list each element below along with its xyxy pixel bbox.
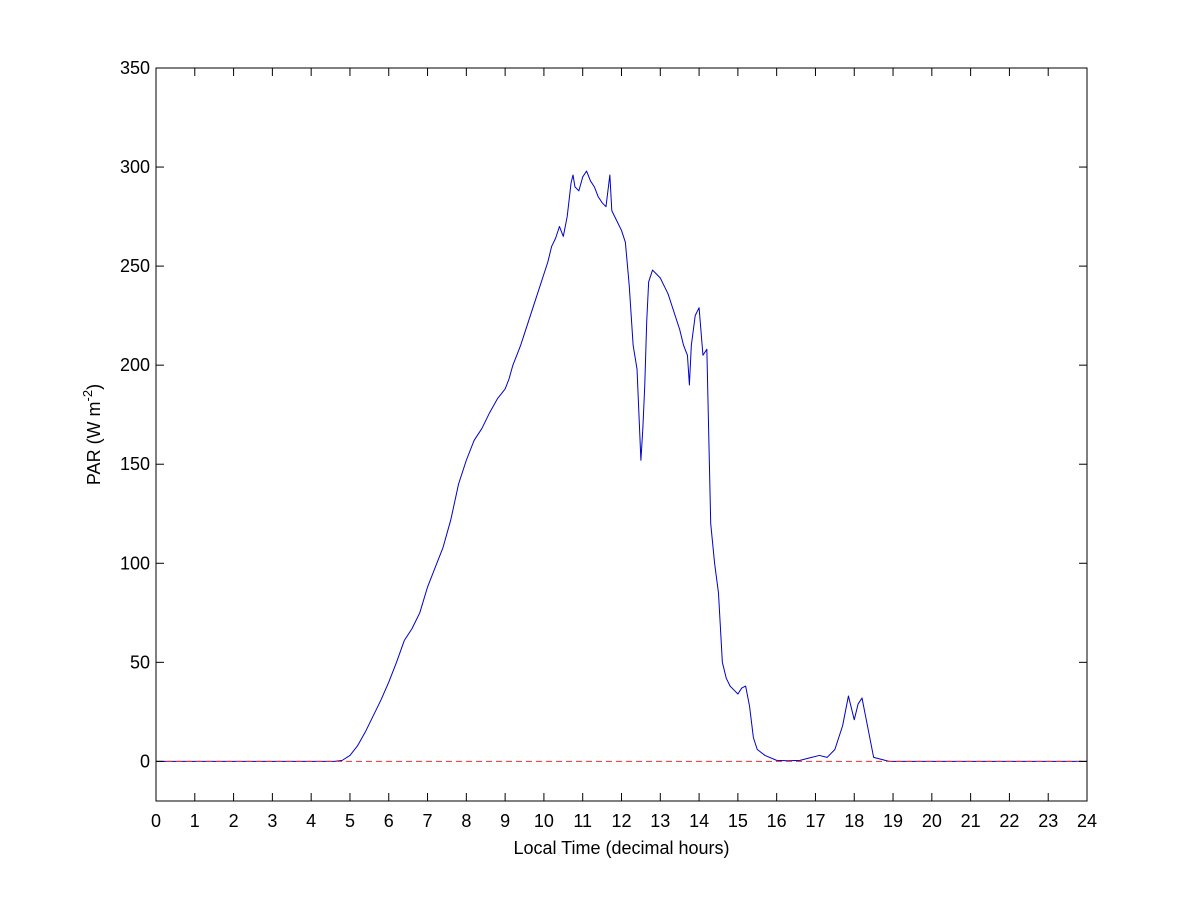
x-tick-label: 11 <box>573 811 592 831</box>
series-layer <box>156 170 1087 762</box>
x-tick-label: 10 <box>534 811 554 831</box>
x-tick-label: 2 <box>229 811 239 831</box>
y-tick-label: 300 <box>120 157 150 177</box>
y-axis-label: PAR (W m-2) <box>80 384 104 485</box>
x-tick-label: 16 <box>767 811 787 831</box>
y-axis-label-superscript: -2 <box>80 390 95 402</box>
x-tick-label: 3 <box>267 811 277 831</box>
x-tick-label: 14 <box>689 811 709 831</box>
x-tick-label: 7 <box>423 811 433 831</box>
x-tick-label: 22 <box>999 811 1019 831</box>
x-tick-label: 15 <box>728 811 748 831</box>
x-tick-label: 6 <box>384 811 394 831</box>
y-axis-label-close: ) <box>84 384 104 390</box>
par-series-line <box>156 170 1087 762</box>
y-tick-label: 100 <box>120 553 150 573</box>
x-tick-label: 21 <box>961 811 981 831</box>
y-tick-label: 50 <box>130 652 150 672</box>
x-tick-label: 4 <box>306 811 316 831</box>
plot-area-frame <box>155 67 1088 802</box>
y-tick-label: 150 <box>120 454 150 474</box>
x-tick-label: 19 <box>883 811 903 831</box>
y-axis-label-main: PAR (W m <box>84 401 104 485</box>
x-tick-label: 8 <box>461 811 471 831</box>
x-tick-label: 20 <box>922 811 942 831</box>
x-tick-label: 12 <box>611 811 631 831</box>
x-axis-label: Local Time (decimal hours) <box>513 838 729 858</box>
x-tick-label: 13 <box>650 811 670 831</box>
x-tick-label: 0 <box>151 811 161 831</box>
y-tick-label: 250 <box>120 256 150 276</box>
x-tick-label: 18 <box>844 811 864 831</box>
y-tick-label: 0 <box>140 751 150 771</box>
y-tick-label: 200 <box>120 355 150 375</box>
x-tick-label: 9 <box>500 811 510 831</box>
ticks-layer: 0 1 2 3 4 5 6 7 8 9 10 11 12 13 14 15 16 17 18 19 20 21 22 23 24… <box>120 58 1097 831</box>
y-tick-label: 350 <box>120 58 150 78</box>
x-tick-label: 17 <box>805 811 825 831</box>
x-tick-label: 24 <box>1077 811 1097 831</box>
x-tick-label: 23 <box>1038 811 1058 831</box>
x-tick-label: 5 <box>345 811 355 831</box>
x-tick-label: 1 <box>190 811 200 831</box>
